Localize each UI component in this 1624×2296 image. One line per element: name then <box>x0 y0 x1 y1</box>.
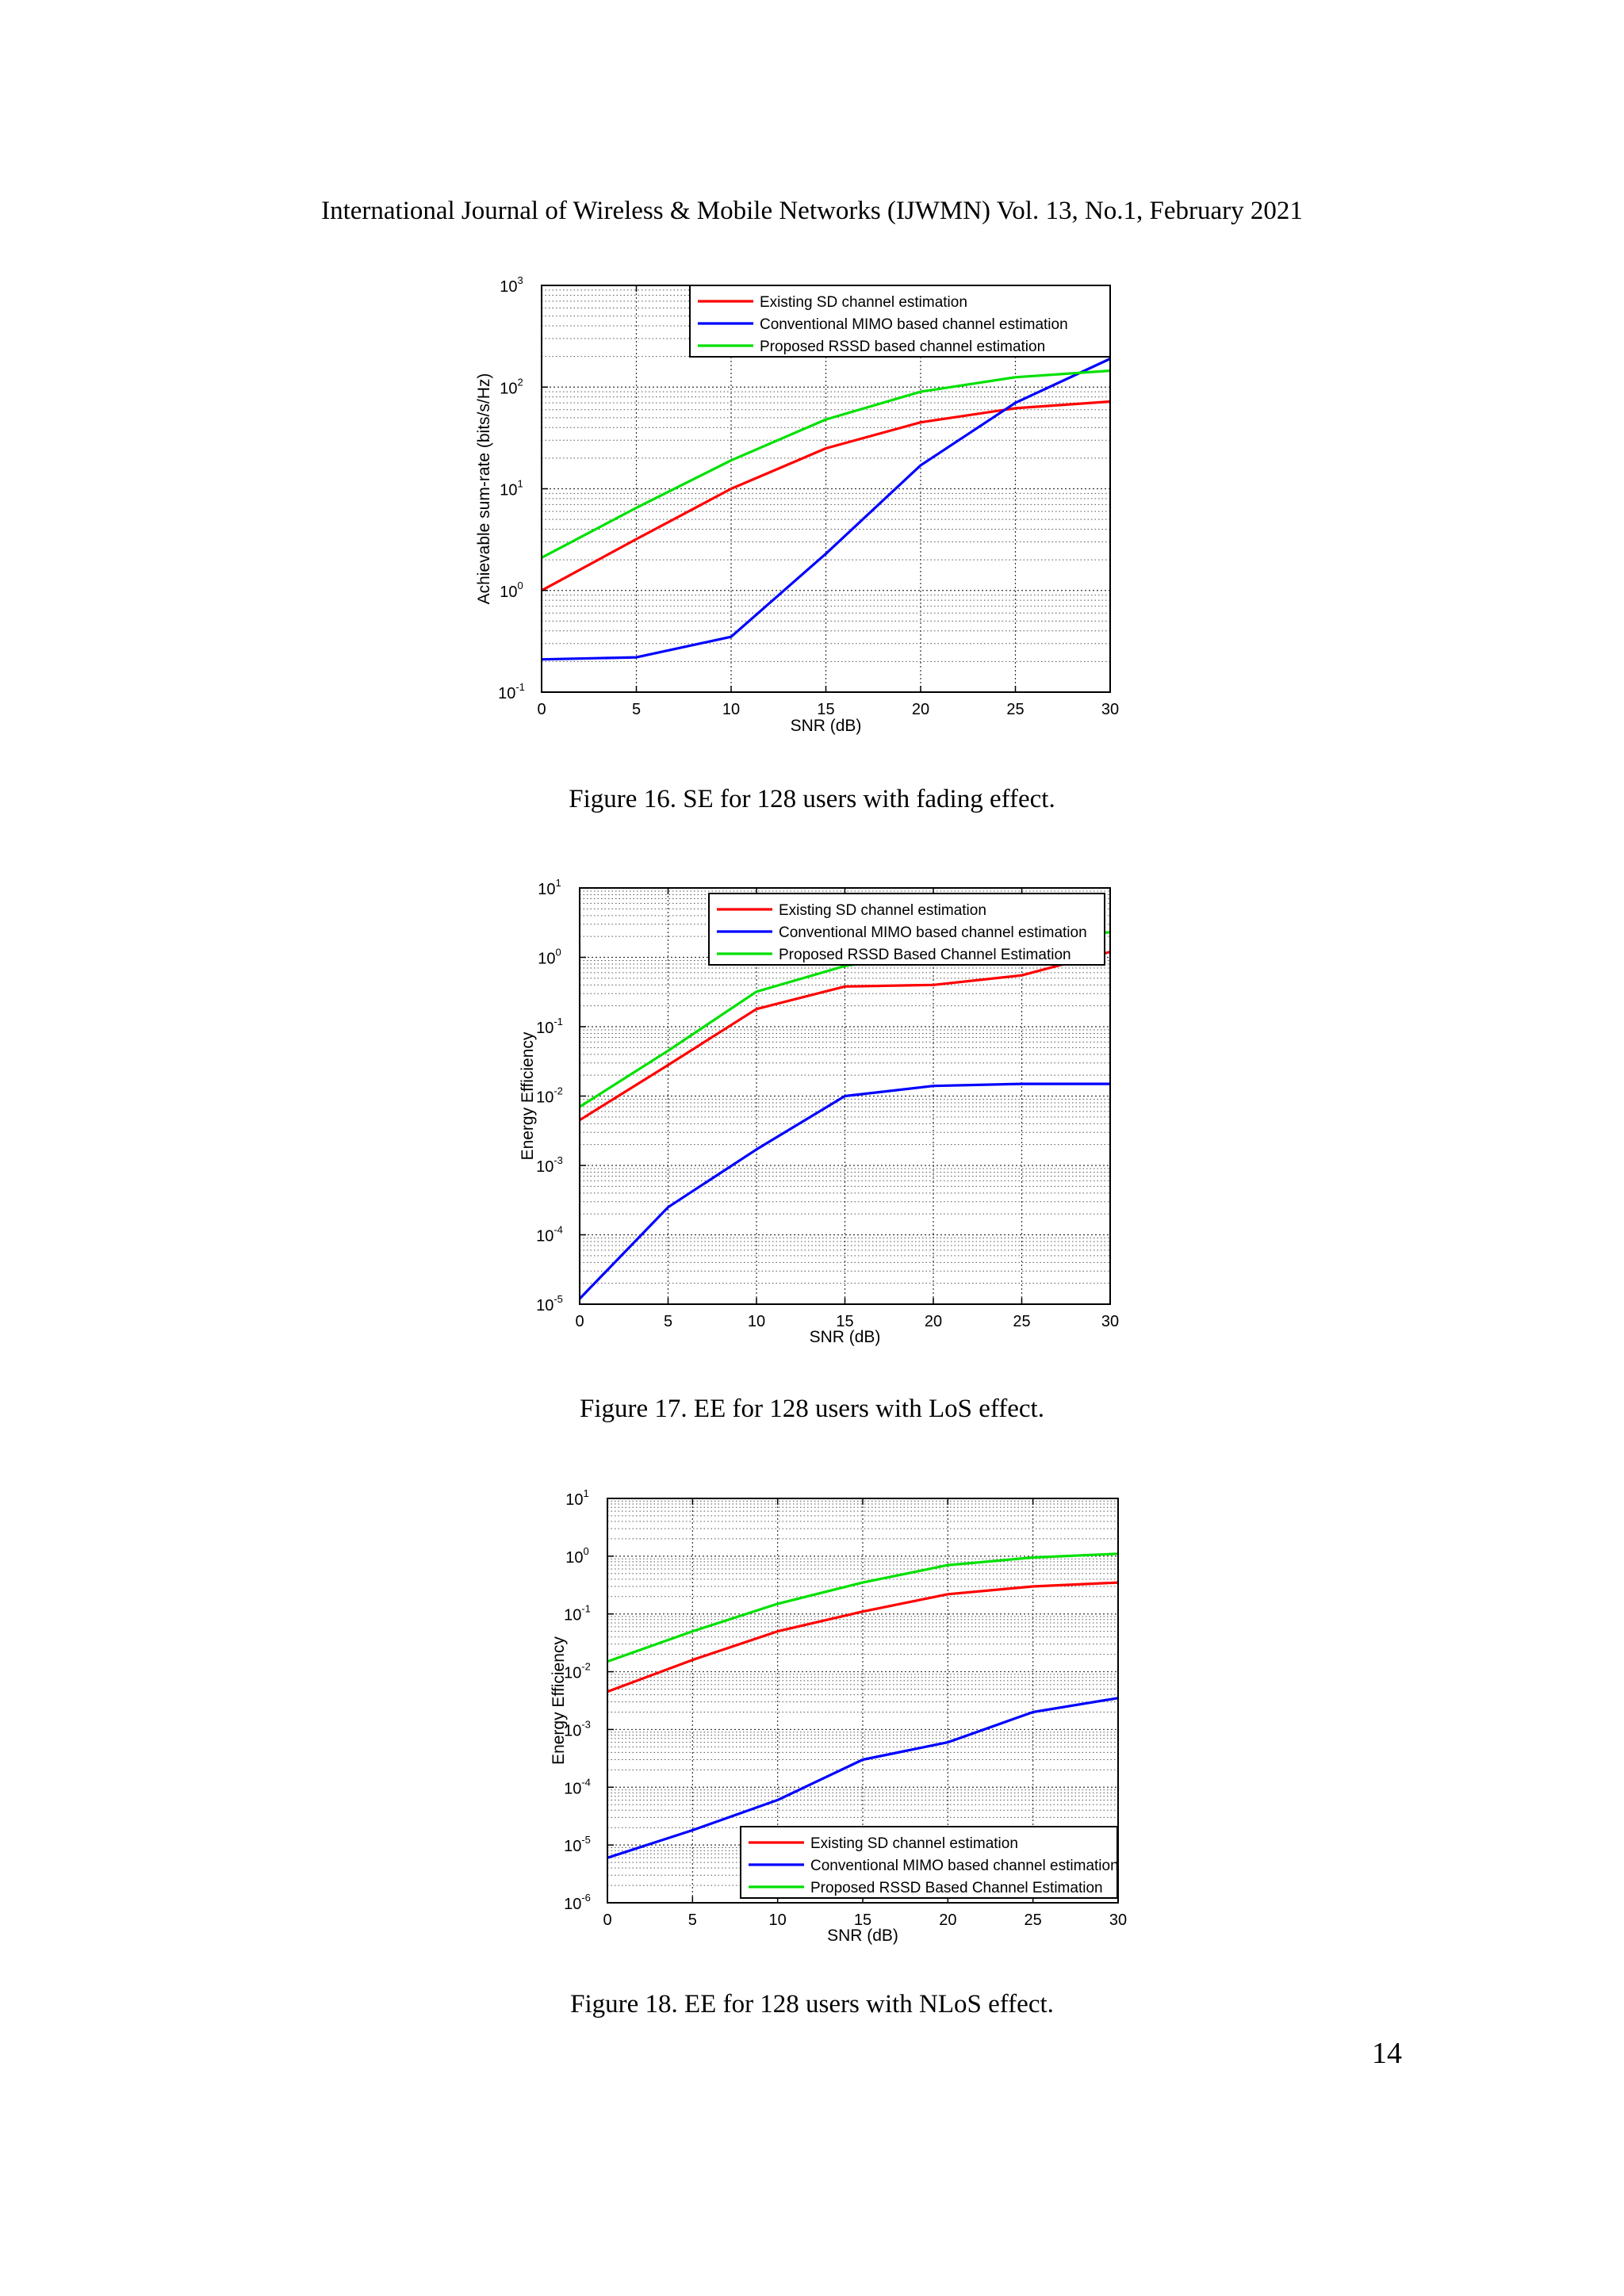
series-line-2 <box>578 1082 1110 1300</box>
figure-17-caption: Figure 17. EE for 128 users with LoS eff… <box>580 1395 1044 1423</box>
y-tick-label: 10-6 <box>564 1892 591 1913</box>
legend-entry-3: Proposed RSSD based channel estimation <box>760 339 1045 355</box>
x-tick-label: 15 <box>836 1313 853 1330</box>
x-tick-label: 10 <box>748 1313 765 1330</box>
y-axis-label: Energy Efficiency <box>550 1636 568 1765</box>
y-axis-label: Achievable sum-rate (bits/s/Hz) <box>475 373 493 605</box>
figure-18-caption: Figure 18. EE for 128 users with NLoS ef… <box>570 1990 1054 2019</box>
x-tick-label: 25 <box>1025 1911 1042 1929</box>
x-axis-label: SNR (dB) <box>827 1927 898 1945</box>
x-axis-label: SNR (dB) <box>810 1328 881 1346</box>
page-number: 14 <box>1372 2037 1402 2070</box>
legend-entry-3: Proposed RSSD Based Channel Estimation <box>779 947 1071 963</box>
series-line-2 <box>541 358 1111 661</box>
y-tick-label: 10-4 <box>536 1224 563 1246</box>
x-tick-label: 15 <box>854 1911 871 1929</box>
legend-entry-1: Existing SD channel estimation <box>760 294 967 311</box>
y-tick-label: 100 <box>500 580 523 601</box>
x-tick-label: 0 <box>575 1313 584 1330</box>
legend-box <box>689 285 1111 358</box>
y-tick-label: 10-1 <box>498 681 525 702</box>
x-tick-label: 30 <box>1101 701 1119 718</box>
y-tick-label: 10-2 <box>536 1085 563 1107</box>
y-tick-label: 10-2 <box>564 1661 591 1682</box>
y-tick-label: 10-4 <box>564 1776 591 1797</box>
legend-entry-2: Conventional MIMO based channel estimati… <box>779 924 1087 941</box>
chart-ee-los: 0 5 10 15 20 25 30 10-5 10-4 10-3 10-2 10-1 100 101 SN… <box>519 877 1119 1346</box>
y-tick-label: 102 <box>500 376 523 397</box>
x-tick-label: 25 <box>1013 1313 1030 1330</box>
series-line-1 <box>579 951 1111 1122</box>
x-tick-label: 10 <box>722 701 740 718</box>
y-tick-label: 101 <box>500 478 523 499</box>
x-tick-label: 0 <box>603 1911 611 1929</box>
series-line-1 <box>607 1581 1119 1693</box>
y-tick-label: 100 <box>565 1545 588 1567</box>
chart-ee-nlos: 0 5 10 15 20 25 30 10-6 10-5 10-4 10-3 10-2 10-1 100 1… <box>550 1487 1127 1945</box>
series-line-2 <box>607 1697 1119 1859</box>
x-tick-label: 20 <box>912 701 929 718</box>
legend-entry-2: Conventional MIMO based channel estimati… <box>760 316 1068 333</box>
x-tick-label: 5 <box>632 701 641 718</box>
legend-entry-2: Conventional MIMO based channel estimati… <box>810 1858 1119 1874</box>
series-line-1 <box>541 400 1111 592</box>
series-line-3 <box>607 1552 1119 1663</box>
chart-se-fading: 0 5 10 15 20 25 30 10-1 100 101 102 103 SNR (dB) Achi… <box>475 274 1119 735</box>
legend-box <box>708 893 1105 966</box>
legend: Existing SD channel estimation Convention… <box>708 893 1105 966</box>
x-tick-label: 30 <box>1101 1313 1119 1330</box>
x-tick-label: 15 <box>817 701 834 718</box>
x-tick-label: 20 <box>925 1313 942 1330</box>
y-tick-label: 101 <box>565 1487 588 1509</box>
legend: Existing SD channel estimation Convention… <box>689 285 1111 358</box>
x-tick-label: 25 <box>1006 701 1024 718</box>
y-tick-label: 101 <box>538 877 561 898</box>
x-tick-label: 10 <box>769 1911 787 1929</box>
legend-entry-1: Existing SD channel estimation <box>779 902 986 919</box>
x-tick-label: 20 <box>939 1911 956 1929</box>
x-axis-label: SNR (dB) <box>791 717 862 735</box>
legend: Existing SD channel estimation Convention… <box>740 1826 1119 1899</box>
legend-entry-1: Existing SD channel estimation <box>810 1835 1018 1852</box>
y-tick-label: 10-1 <box>564 1603 591 1624</box>
y-tick-label: 103 <box>500 274 523 296</box>
series-line-3 <box>541 369 1111 559</box>
y-tick-label: 10-5 <box>536 1293 563 1314</box>
x-tick-label: 5 <box>664 1313 672 1330</box>
y-axis-label: Energy Efficiency <box>519 1031 537 1160</box>
x-tick-label: 30 <box>1109 1911 1127 1929</box>
x-tick-label: 5 <box>688 1911 697 1929</box>
y-tick-label: 10-1 <box>536 1016 563 1037</box>
x-tick-label: 0 <box>537 701 546 718</box>
y-tick-label: 10-3 <box>536 1154 563 1176</box>
legend-entry-3: Proposed RSSD Based Channel Estimation <box>810 1880 1103 1896</box>
y-tick-label: 10-3 <box>564 1718 591 1739</box>
figure-16-caption: Figure 16. SE for 128 users with fading … <box>569 785 1055 813</box>
journal-header: International Journal of Wireless & Mobi… <box>321 197 1303 225</box>
y-tick-label: 100 <box>538 947 561 968</box>
y-tick-label: 10-5 <box>564 1834 591 1855</box>
